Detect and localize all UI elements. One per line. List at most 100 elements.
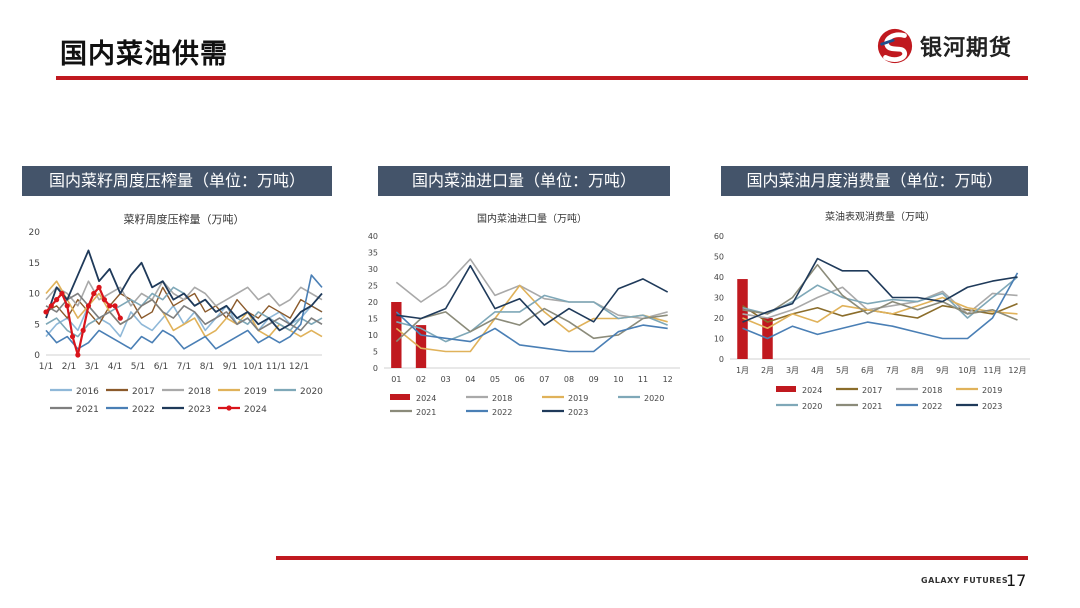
series-line-2022	[395, 311, 668, 353]
x-tick-label: 11月	[983, 366, 1001, 375]
bar-2024	[737, 279, 748, 359]
series-line-2023	[742, 257, 1018, 323]
legend-label-2019: 2019	[244, 387, 267, 397]
series-point-2024	[101, 297, 107, 303]
y-tick-label: 5	[34, 320, 40, 330]
x-tick-label: 02	[416, 375, 426, 384]
x-tick-label: 10月	[958, 366, 976, 375]
x-tick-label: 7/1	[177, 362, 191, 372]
bar-2024	[391, 302, 402, 368]
series-line-2022	[742, 272, 1019, 340]
legend-label-2020: 2020	[802, 402, 822, 411]
legend-label-2021: 2021	[76, 405, 99, 415]
legend-label-2018: 2018	[492, 394, 512, 403]
y-tick-label: 0	[34, 351, 40, 361]
footer-divider	[276, 556, 1028, 560]
legend-label-2018: 2018	[922, 386, 942, 395]
x-tick-label: 9/1	[223, 362, 237, 372]
chart-title: 菜籽周度压榨量（万吨）	[124, 212, 245, 226]
y-tick-label: 60	[714, 232, 724, 241]
x-tick-label: 07	[539, 375, 549, 384]
series-line-2020	[742, 276, 1019, 319]
chart-weekly-crush: 菜籽周度压榨量（万吨） 0 5 10 15 20 1/1 2/1 3/1 4/1 5/1 6/1 7/1…	[29, 212, 324, 415]
series-line-2018	[395, 258, 668, 320]
series-point-2024	[91, 290, 97, 297]
x-tick-label: 4月	[811, 366, 824, 375]
legend-label-2019: 2019	[568, 394, 588, 403]
logo-text: 银河期货	[920, 36, 1013, 61]
x-tick-label: 3月	[786, 366, 799, 375]
series-line-2021	[742, 263, 1018, 321]
company-logo: 银河期货	[876, 28, 1012, 64]
x-tick-label: 09	[589, 375, 599, 384]
y-tick-label: 25	[368, 282, 378, 291]
series-point-2024	[112, 303, 118, 309]
x-tick-label: 10	[613, 375, 623, 384]
series-point-2024	[117, 315, 123, 321]
series-line-2023	[45, 249, 323, 332]
legend-label-2024: 2024	[802, 386, 822, 395]
series-point-2024	[48, 303, 54, 309]
x-tick-label: 5月	[836, 366, 849, 375]
x-tick-label: 12/1	[289, 362, 309, 372]
x-tick-label: 12	[663, 375, 673, 384]
legend-marker-2024	[226, 405, 232, 411]
page-title: 国内菜油供需	[60, 39, 228, 70]
y-tick-label: 20	[368, 298, 378, 307]
bar-2024	[415, 325, 427, 368]
series-point-2024	[107, 303, 113, 309]
series-point-2024	[64, 303, 70, 309]
x-tick-label: 4/1	[108, 362, 122, 372]
series-line-2018	[45, 280, 323, 307]
x-tick-label: 10/1	[243, 362, 263, 372]
legend-label-2020: 2020	[644, 394, 664, 403]
series-line-2019	[395, 284, 668, 353]
y-tick-label: 35	[368, 249, 378, 258]
legend-swatch-2024	[776, 386, 796, 392]
series-point-2024	[85, 303, 92, 309]
legend-label-2019: 2019	[982, 386, 1002, 395]
legend-label-2023: 2023	[188, 405, 211, 415]
x-tick-label: 04	[465, 375, 475, 384]
y-tick-label: 40	[714, 273, 724, 282]
galaxy-logo-icon	[877, 28, 913, 64]
x-tick-label: 8/1	[200, 362, 214, 372]
legend-label-2020: 2020	[300, 387, 323, 397]
legend-label-2018: 2018	[188, 387, 211, 397]
legend-label-2022: 2022	[132, 405, 155, 415]
y-tick-label: 0	[373, 364, 378, 373]
legend-label-2022: 2022	[492, 408, 512, 417]
y-tick-label: 20	[29, 228, 41, 238]
legend-label-2017: 2017	[132, 387, 155, 397]
x-tick-label: 5/1	[131, 362, 145, 372]
y-tick-label: 15	[368, 315, 378, 324]
x-tick-label: 2月	[761, 366, 774, 375]
y-tick-label: 0	[719, 355, 724, 364]
chart-title: 菜油表观消费量（万吨）	[825, 210, 935, 223]
panel-header-consumption: 国内菜油月度消费量（单位：万吨）	[721, 166, 1028, 196]
y-tick-label: 10	[368, 331, 378, 340]
legend-label-2021: 2021	[862, 402, 882, 411]
series-line-2021	[395, 307, 668, 343]
y-tick-label: 50	[714, 253, 724, 262]
page-number: 17	[1006, 571, 1027, 590]
series-line-2019	[742, 296, 1018, 330]
x-tick-label: 05	[490, 375, 500, 384]
legend-label-2016: 2016	[76, 387, 99, 397]
legend-label-2021: 2021	[416, 408, 436, 417]
header-divider	[56, 76, 1028, 80]
series-point-2024	[75, 352, 81, 358]
y-tick-label: 30	[368, 265, 378, 274]
y-tick-label: 10	[714, 335, 724, 344]
x-tick-label: 6/1	[154, 362, 168, 372]
series-line-2023	[396, 264, 669, 326]
legend-label-2024: 2024	[416, 394, 436, 403]
x-tick-label: 6月	[861, 366, 874, 375]
series-point-2024	[54, 297, 60, 303]
series-line-2020	[396, 294, 668, 343]
chart-title: 国内菜油进口量（万吨）	[477, 212, 587, 225]
series-point-2024	[43, 309, 49, 315]
x-tick-label: 03	[441, 375, 451, 384]
chart-consumption: 菜油表观消费量（万吨） 0 10 20 30 40 50 60 1月 2月 3月 4月 5月 6月 7月 8月…	[714, 210, 1030, 411]
